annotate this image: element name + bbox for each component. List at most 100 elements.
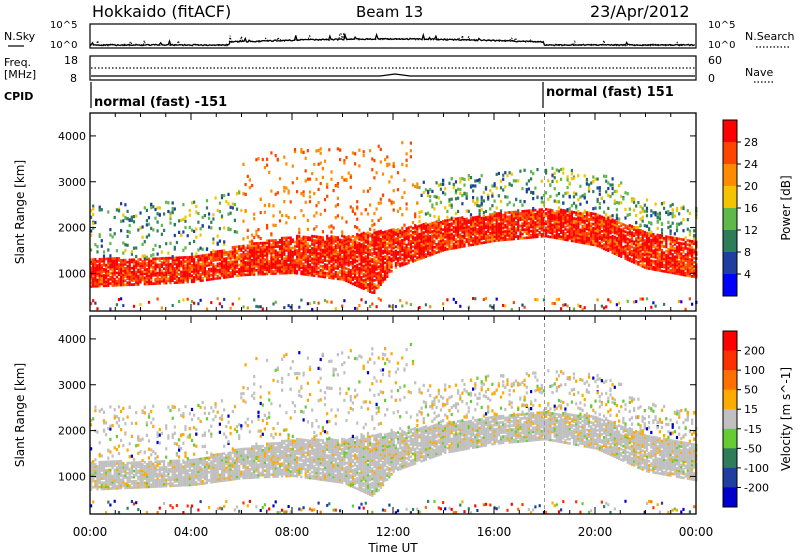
data-cell: [633, 228, 636, 231]
data-cell: [510, 172, 513, 176]
data-cell: [360, 236, 363, 240]
data-cell: [315, 256, 318, 259]
data-cell: [319, 252, 322, 256]
data-cell: [276, 270, 279, 273]
data-cell: [607, 218, 610, 222]
data-cell: [384, 245, 387, 248]
data-cell: [439, 241, 442, 245]
data-cell: [311, 257, 314, 261]
data-cell: [308, 257, 312, 260]
data-cell: [396, 261, 400, 264]
data-cell: [130, 258, 133, 262]
data-cell: [210, 269, 213, 273]
data-cell: [538, 233, 541, 236]
data-cell: [390, 228, 393, 232]
data-cell: [557, 233, 561, 236]
data-cell: [373, 283, 376, 286]
data-cell: [132, 266, 136, 270]
data-cell: [321, 265, 324, 268]
data-cell: [652, 265, 655, 269]
data-cell: [583, 223, 586, 226]
data-cell: [444, 187, 447, 191]
data-cell: [615, 201, 618, 205]
data-cell: [648, 261, 651, 264]
data-cell: [371, 274, 374, 278]
data-cell: [416, 182, 419, 186]
data-cell: [628, 248, 631, 252]
data-cell: [113, 257, 116, 260]
data-cell: [607, 249, 610, 253]
data-cell: [523, 213, 526, 217]
data-cell: [424, 230, 427, 234]
data-cell: [525, 228, 528, 231]
data-cell: [251, 239, 254, 243]
data-cell: [555, 218, 558, 221]
data-cell: [315, 268, 318, 271]
data-cell: [356, 282, 359, 286]
data-cell: [538, 208, 541, 212]
data-cell: [308, 269, 312, 273]
data-cell: [369, 234, 372, 238]
data-cell: [332, 254, 335, 257]
data-cell: [293, 263, 297, 267]
data-cell: [298, 266, 301, 269]
data-cell: [427, 233, 430, 237]
data-cell: [336, 203, 339, 207]
data-cell: [624, 246, 627, 250]
data-cell: [660, 244, 664, 248]
data-cell: [469, 237, 473, 241]
data-cell: [403, 232, 406, 235]
data-cell: [665, 241, 668, 245]
data-cell: [184, 225, 187, 230]
data-cell: [474, 179, 477, 183]
data-cell: [572, 229, 576, 233]
data-cell: [446, 231, 449, 235]
data-cell: [424, 228, 427, 232]
data-cell: [422, 180, 425, 184]
data-cell: [289, 261, 292, 264]
data-cell: [130, 283, 133, 286]
data-cell: [381, 239, 385, 243]
data-cell: [311, 269, 314, 273]
data-cell: [577, 215, 580, 219]
data-cell: [396, 230, 400, 233]
data-cell: [257, 256, 260, 260]
data-cell: [463, 242, 466, 246]
data-cell: [566, 185, 569, 190]
data-cell: [315, 266, 318, 269]
data-cell: [291, 259, 294, 262]
data-cell: [452, 234, 455, 238]
data-cell: [658, 238, 661, 241]
data-cell: [381, 270, 385, 273]
data-cell: [637, 226, 640, 230]
data-cell: [354, 252, 357, 256]
data-cell: [347, 274, 350, 277]
data-cell: [654, 249, 657, 253]
data-cell: [487, 195, 490, 199]
data-cell: [626, 192, 629, 196]
data-cell: [388, 239, 391, 243]
data-cell: [94, 270, 97, 274]
data-cell: [652, 235, 655, 238]
data-cell: [366, 189, 370, 193]
data-cell: [545, 214, 548, 217]
data-cell: [605, 219, 608, 223]
data-cell: [169, 241, 172, 245]
data-cell: [255, 256, 258, 260]
data-cell: [525, 182, 528, 186]
data-cell: [572, 307, 576, 311]
data-cell: [130, 270, 133, 274]
data-cell: [442, 191, 445, 195]
data-cell: [212, 271, 215, 275]
data-cell: [356, 278, 359, 281]
data-cell: [281, 249, 284, 252]
data-cell: [100, 259, 103, 263]
data-cell: [454, 240, 458, 243]
data-cell: [643, 259, 646, 263]
data-cell: [457, 246, 460, 249]
data-cell: [427, 246, 430, 249]
data-cell: [465, 195, 468, 199]
data-cell: [193, 272, 196, 275]
data-cell: [414, 236, 417, 240]
data-cell: [369, 227, 372, 231]
